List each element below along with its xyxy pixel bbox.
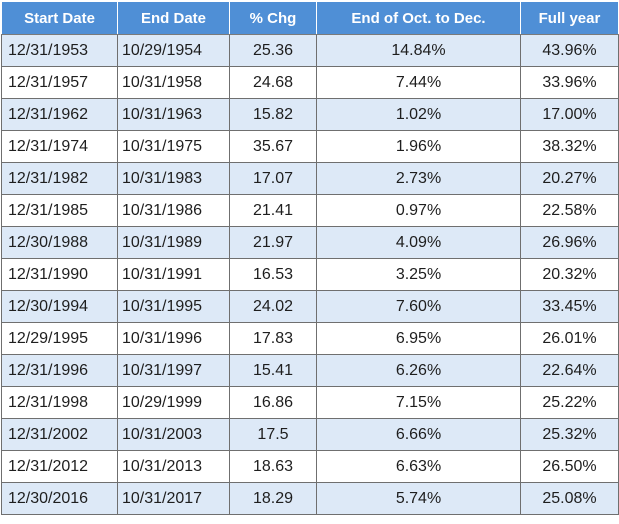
table-row: 12/31/1996 10/31/1997 15.41 6.26% 22.64% xyxy=(1,354,619,387)
table-row: 12/31/1985 10/31/1986 21.41 0.97% 22.58% xyxy=(1,194,619,227)
table-row: 12/31/1957 10/31/1958 24.68 7.44% 33.96% xyxy=(1,66,619,99)
cell-start-date: 12/30/1994 xyxy=(1,290,118,323)
cell-pct-chg: 24.02 xyxy=(229,290,317,323)
cell-oct-to-dec: 14.84% xyxy=(316,34,521,67)
cell-pct-chg: 21.97 xyxy=(229,226,317,259)
market-returns-table: Start Date End Date % Chg End of Oct. to… xyxy=(1,1,619,515)
cell-pct-chg: 15.82 xyxy=(229,98,317,131)
cell-start-date: 12/31/1957 xyxy=(1,66,118,99)
cell-end-date: 10/31/1958 xyxy=(117,66,230,99)
cell-end-date: 10/31/1997 xyxy=(117,354,230,387)
table-row: 12/31/1990 10/31/1991 16.53 3.25% 20.32% xyxy=(1,258,619,291)
cell-full-year: 22.58% xyxy=(520,194,619,227)
cell-end-date: 10/29/1999 xyxy=(117,386,230,419)
cell-pct-chg: 15.41 xyxy=(229,354,317,387)
cell-pct-chg: 17.83 xyxy=(229,322,317,355)
cell-end-date: 10/31/2017 xyxy=(117,482,230,515)
table-row: 12/31/2012 10/31/2013 18.63 6.63% 26.50% xyxy=(1,450,619,483)
cell-start-date: 12/31/1974 xyxy=(1,130,118,163)
cell-full-year: 25.22% xyxy=(520,386,619,419)
table-body: 12/31/1953 10/29/1954 25.36 14.84% 43.96… xyxy=(1,34,619,515)
cell-full-year: 25.08% xyxy=(520,482,619,515)
cell-start-date: 12/30/1988 xyxy=(1,226,118,259)
cell-start-date: 12/31/1982 xyxy=(1,162,118,195)
cell-full-year: 17.00% xyxy=(520,98,619,131)
table-row: 12/29/1995 10/31/1996 17.83 6.95% 26.01% xyxy=(1,322,619,355)
cell-oct-to-dec: 7.44% xyxy=(316,66,521,99)
cell-end-date: 10/31/2013 xyxy=(117,450,230,483)
cell-pct-chg: 17.07 xyxy=(229,162,317,195)
cell-full-year: 26.96% xyxy=(520,226,619,259)
cell-pct-chg: 17.5 xyxy=(229,418,317,451)
cell-start-date: 12/31/1996 xyxy=(1,354,118,387)
header-end-date: End Date xyxy=(117,1,230,35)
cell-start-date: 12/31/2012 xyxy=(1,450,118,483)
cell-oct-to-dec: 7.60% xyxy=(316,290,521,323)
header-full-year: Full year xyxy=(520,1,619,35)
cell-end-date: 10/31/1989 xyxy=(117,226,230,259)
cell-pct-chg: 16.86 xyxy=(229,386,317,419)
cell-end-date: 10/31/2003 xyxy=(117,418,230,451)
cell-end-date: 10/31/1991 xyxy=(117,258,230,291)
cell-full-year: 20.32% xyxy=(520,258,619,291)
table-row: 12/31/1962 10/31/1963 15.82 1.02% 17.00% xyxy=(1,98,619,131)
cell-start-date: 12/31/2002 xyxy=(1,418,118,451)
cell-full-year: 33.45% xyxy=(520,290,619,323)
table-header-row: Start Date End Date % Chg End of Oct. to… xyxy=(1,1,619,35)
cell-start-date: 12/29/1995 xyxy=(1,322,118,355)
cell-end-date: 10/31/1983 xyxy=(117,162,230,195)
cell-end-date: 10/29/1954 xyxy=(117,34,230,67)
cell-oct-to-dec: 0.97% xyxy=(316,194,521,227)
cell-full-year: 26.01% xyxy=(520,322,619,355)
cell-start-date: 12/31/1998 xyxy=(1,386,118,419)
cell-full-year: 20.27% xyxy=(520,162,619,195)
cell-start-date: 12/31/1990 xyxy=(1,258,118,291)
cell-full-year: 26.50% xyxy=(520,450,619,483)
cell-start-date: 12/31/1962 xyxy=(1,98,118,131)
cell-pct-chg: 18.63 xyxy=(229,450,317,483)
cell-end-date: 10/31/1963 xyxy=(117,98,230,131)
cell-oct-to-dec: 6.95% xyxy=(316,322,521,355)
cell-oct-to-dec: 3.25% xyxy=(316,258,521,291)
header-start-date: Start Date xyxy=(1,1,118,35)
cell-oct-to-dec: 7.15% xyxy=(316,386,521,419)
cell-start-date: 12/30/2016 xyxy=(1,482,118,515)
cell-start-date: 12/31/1953 xyxy=(1,34,118,67)
header-oct-to-dec: End of Oct. to Dec. xyxy=(316,1,521,35)
cell-pct-chg: 25.36 xyxy=(229,34,317,67)
cell-end-date: 10/31/1986 xyxy=(117,194,230,227)
cell-pct-chg: 35.67 xyxy=(229,130,317,163)
table-row: 12/30/1994 10/31/1995 24.02 7.60% 33.45% xyxy=(1,290,619,323)
cell-full-year: 43.96% xyxy=(520,34,619,67)
cell-oct-to-dec: 1.02% xyxy=(316,98,521,131)
cell-full-year: 33.96% xyxy=(520,66,619,99)
cell-oct-to-dec: 4.09% xyxy=(316,226,521,259)
cell-oct-to-dec: 5.74% xyxy=(316,482,521,515)
cell-full-year: 25.32% xyxy=(520,418,619,451)
cell-end-date: 10/31/1996 xyxy=(117,322,230,355)
cell-oct-to-dec: 6.26% xyxy=(316,354,521,387)
cell-full-year: 22.64% xyxy=(520,354,619,387)
table-row: 12/31/1998 10/29/1999 16.86 7.15% 25.22% xyxy=(1,386,619,419)
table-row: 12/31/1953 10/29/1954 25.36 14.84% 43.96… xyxy=(1,34,619,67)
table-row: 12/31/2002 10/31/2003 17.5 6.66% 25.32% xyxy=(1,418,619,451)
cell-end-date: 10/31/1995 xyxy=(117,290,230,323)
cell-pct-chg: 21.41 xyxy=(229,194,317,227)
table-row: 12/30/1988 10/31/1989 21.97 4.09% 26.96% xyxy=(1,226,619,259)
cell-pct-chg: 16.53 xyxy=(229,258,317,291)
table-row: 12/30/2016 10/31/2017 18.29 5.74% 25.08% xyxy=(1,482,619,515)
cell-oct-to-dec: 6.63% xyxy=(316,450,521,483)
cell-oct-to-dec: 1.96% xyxy=(316,130,521,163)
cell-oct-to-dec: 2.73% xyxy=(316,162,521,195)
header-pct-chg: % Chg xyxy=(229,1,317,35)
table-row: 12/31/1974 10/31/1975 35.67 1.96% 38.32% xyxy=(1,130,619,163)
cell-end-date: 10/31/1975 xyxy=(117,130,230,163)
cell-pct-chg: 18.29 xyxy=(229,482,317,515)
cell-full-year: 38.32% xyxy=(520,130,619,163)
cell-oct-to-dec: 6.66% xyxy=(316,418,521,451)
table-row: 12/31/1982 10/31/1983 17.07 2.73% 20.27% xyxy=(1,162,619,195)
cell-start-date: 12/31/1985 xyxy=(1,194,118,227)
cell-pct-chg: 24.68 xyxy=(229,66,317,99)
